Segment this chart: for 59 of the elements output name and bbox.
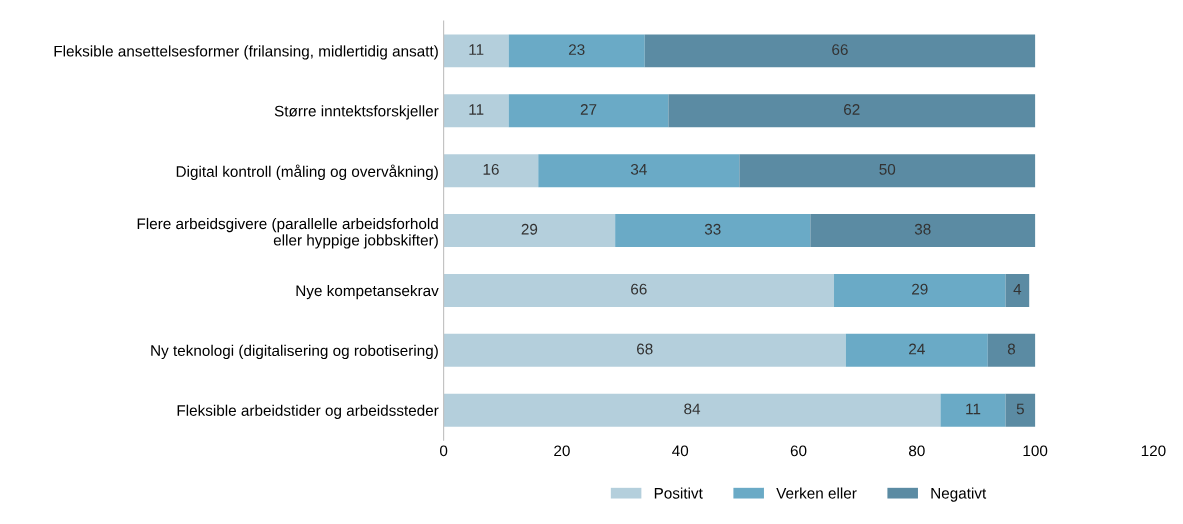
x-tick-label: 20 bbox=[554, 445, 570, 457]
bar bbox=[1005, 393, 1036, 427]
legend-label: Positivt bbox=[654, 487, 703, 499]
data-label: 62 bbox=[844, 104, 860, 115]
bar bbox=[508, 94, 669, 128]
bar bbox=[443, 154, 539, 188]
bar bbox=[987, 333, 1036, 367]
y-tick-label: Ny teknologi (digitalisering og robotisering) bbox=[151, 344, 438, 360]
x-tick-label: 100 bbox=[1023, 445, 1048, 457]
data-label: 16 bbox=[483, 163, 499, 175]
data-label: 34 bbox=[630, 163, 647, 175]
data-label: 24 bbox=[909, 343, 925, 355]
y-tick-label: Digital kontroll (måling og overvåkning) bbox=[176, 164, 438, 180]
y-tick-label: Fleksible arbeidstider og arbeidssteder bbox=[177, 404, 439, 419]
bar bbox=[810, 214, 1036, 248]
data-label: 38 bbox=[914, 223, 931, 235]
x-tick-label: 0 bbox=[439, 445, 448, 457]
bar bbox=[615, 214, 811, 248]
data-label: 33 bbox=[704, 223, 721, 235]
x-tick-label: 60 bbox=[790, 445, 807, 457]
data-label: 29 bbox=[521, 223, 538, 235]
bar bbox=[668, 94, 1036, 128]
bar bbox=[443, 214, 616, 248]
bar bbox=[508, 34, 645, 68]
y-tick-label: Flere arbeidsgivere (parallelle arbeidsforhold eller hyppige jobbskifter) bbox=[137, 217, 438, 249]
bar bbox=[538, 154, 740, 188]
bar bbox=[834, 273, 1006, 307]
bar bbox=[443, 393, 941, 427]
data-label: 50 bbox=[879, 163, 896, 175]
bar bbox=[443, 94, 509, 128]
x-tick-label: 80 bbox=[908, 445, 925, 457]
bar bbox=[739, 154, 1036, 188]
bar bbox=[443, 273, 835, 307]
data-label: 66 bbox=[832, 44, 848, 55]
x-tick-label: 40 bbox=[672, 445, 689, 457]
data-label: 4 bbox=[1013, 283, 1022, 295]
data-label: 84 bbox=[684, 403, 701, 415]
bar bbox=[443, 333, 846, 367]
data-label: 8 bbox=[1007, 343, 1016, 355]
x-tick-label: 120 bbox=[1141, 445, 1166, 457]
bar bbox=[940, 393, 1006, 427]
y-tick-label: Større inntektsforskjeller bbox=[274, 105, 439, 120]
bar bbox=[443, 34, 509, 68]
bar bbox=[644, 34, 1036, 68]
legend-label: Verken eller bbox=[776, 487, 857, 499]
data-label: 5 bbox=[1016, 403, 1024, 415]
data-label: 66 bbox=[631, 283, 647, 295]
data-label: 11 bbox=[469, 104, 484, 115]
bar bbox=[845, 333, 988, 367]
data-label: 11 bbox=[469, 44, 484, 55]
y-tick-label: Fleksible ansettelsesformer (frilansing, midlertidig ansatt) bbox=[54, 45, 438, 60]
data-label: 11 bbox=[966, 403, 981, 415]
data-label: 27 bbox=[580, 104, 597, 115]
legend-label: Negativt bbox=[931, 487, 987, 502]
data-label: 29 bbox=[912, 283, 928, 295]
bar bbox=[1005, 273, 1030, 307]
data-label: 68 bbox=[637, 343, 653, 355]
y-tick-label: Nye kompetansekrav bbox=[296, 284, 439, 300]
data-label: 23 bbox=[568, 44, 585, 55]
